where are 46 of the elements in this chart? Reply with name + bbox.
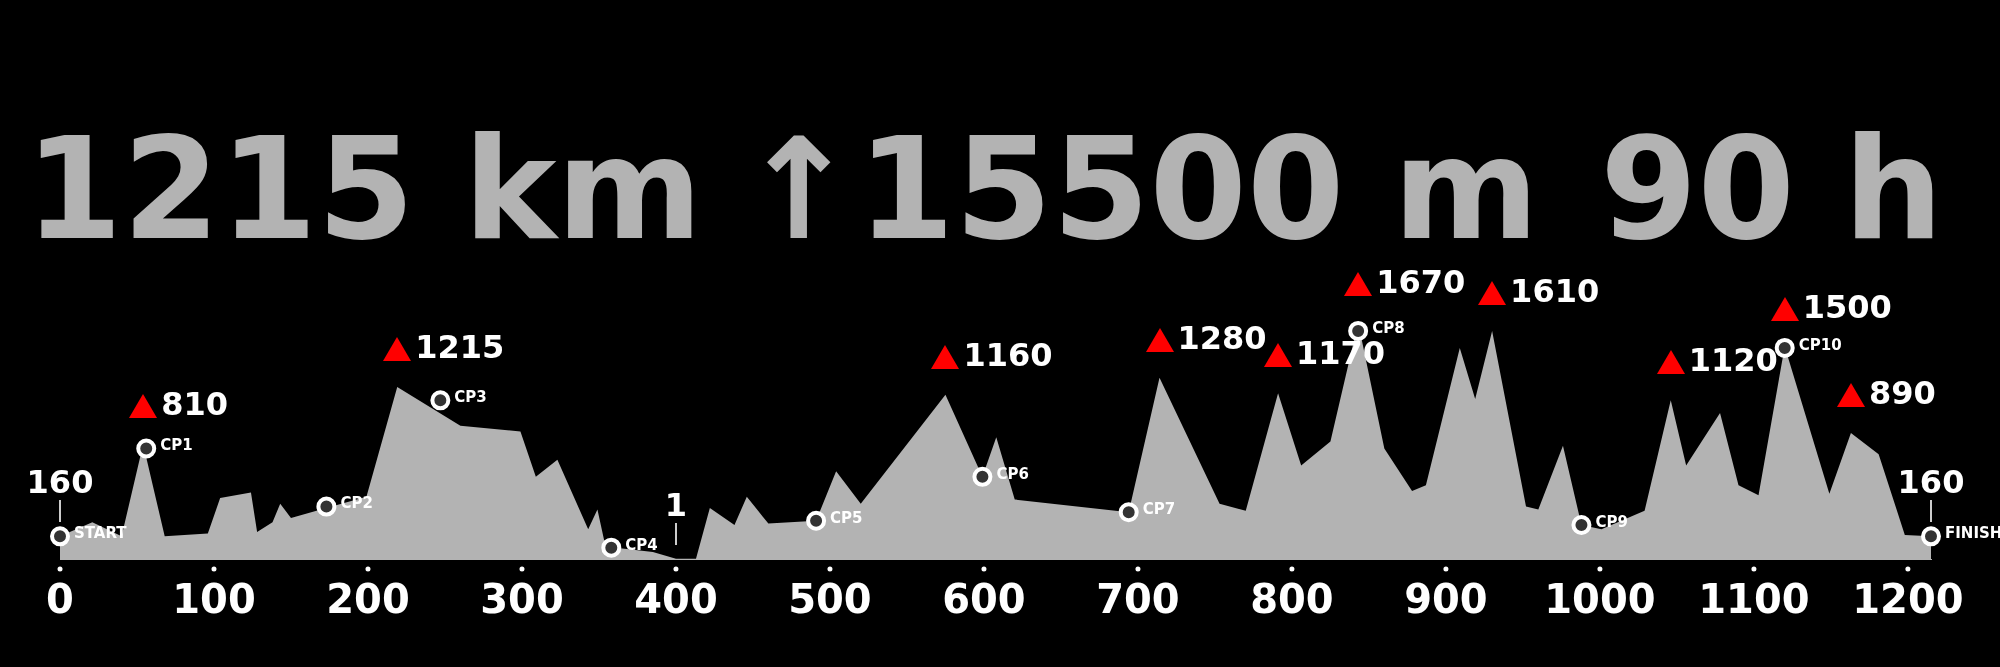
data-label: START	[74, 524, 128, 543]
point	[806, 510, 827, 531]
data-label: CP3	[454, 388, 487, 407]
data-label: CP10	[1798, 335, 1842, 354]
text: 90 h	[1600, 107, 1944, 273]
point	[50, 526, 70, 547]
x-tick-label: 200	[326, 576, 410, 623]
x-tick-label: 800	[1250, 576, 1334, 623]
x-tick-label: 0	[46, 576, 74, 623]
data-label: CP1	[160, 436, 193, 455]
data-label: 810	[161, 385, 228, 424]
data-label: CP8	[1372, 318, 1405, 337]
x-tick-label: 100	[172, 576, 256, 623]
x-tick-label: 500	[788, 576, 872, 623]
data-label: 1120	[1688, 341, 1778, 380]
data-label: CP5	[830, 508, 863, 527]
point	[136, 438, 157, 459]
x-tick-label: 300	[480, 576, 564, 623]
data-label: 1280	[1177, 318, 1267, 357]
point	[601, 537, 622, 558]
data-label: 1160	[963, 335, 1053, 374]
data-label: 1	[664, 485, 688, 524]
data-label: CP4	[625, 535, 658, 554]
x-tick-label: 400	[634, 576, 718, 623]
data-label: 160	[1897, 463, 1965, 502]
data-label: 1610	[1510, 271, 1600, 310]
point	[1118, 502, 1139, 523]
point	[316, 496, 337, 517]
x-tick-label: 700	[1096, 576, 1180, 623]
data-label: 1215	[415, 327, 505, 366]
data-label: 1500	[1802, 287, 1892, 326]
x-tick-label: 1100	[1698, 576, 1810, 623]
data-label: CP2	[340, 494, 373, 513]
text: 1215 km	[25, 107, 703, 273]
x-tick-label: 900	[1404, 576, 1488, 623]
point	[972, 466, 993, 487]
data-label: CP7	[1142, 500, 1176, 519]
x-tick-label: 600	[942, 576, 1026, 623]
point	[1571, 515, 1592, 535]
data-label: 890	[1868, 373, 1936, 412]
point	[430, 390, 451, 411]
x-tick-label: 1200	[1852, 576, 1964, 623]
x-tick-label: 1000	[1544, 576, 1656, 623]
data-label: 160	[26, 463, 94, 502]
point	[1921, 526, 1941, 547]
data-label: CP9	[1595, 512, 1628, 531]
